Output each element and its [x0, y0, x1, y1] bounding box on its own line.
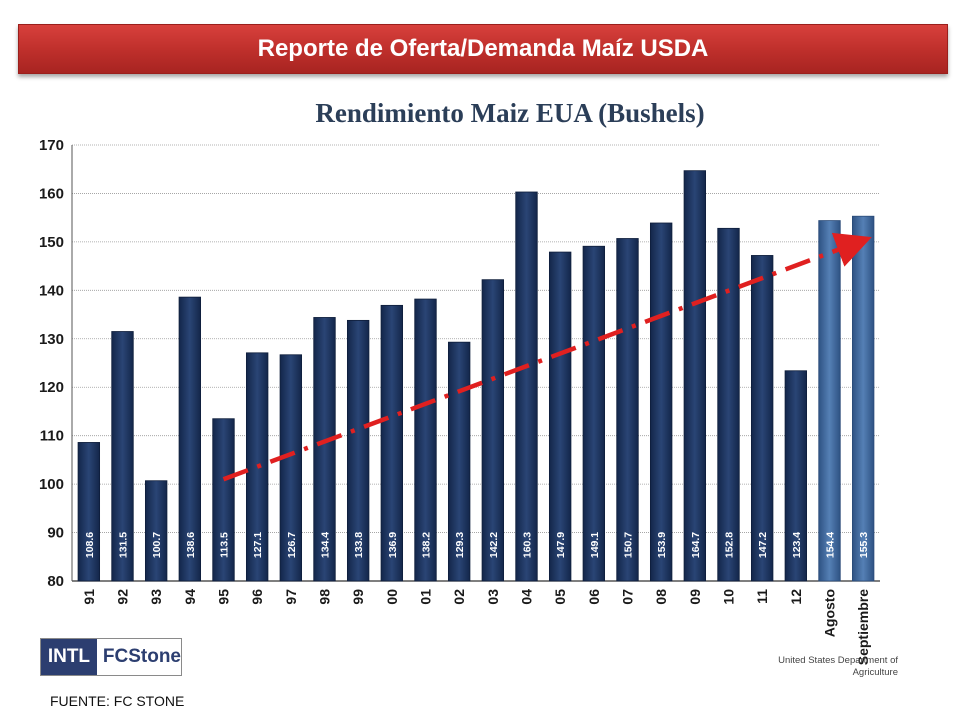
bar-95	[212, 418, 235, 582]
value-label-05: 147.9	[555, 532, 567, 558]
x-tick-label-98: 98	[317, 589, 333, 605]
x-tick-label-95: 95	[216, 589, 232, 605]
x-tick-label-11: 11	[754, 589, 770, 604]
usda-credit: United States Department of Agriculture	[760, 655, 898, 679]
value-label-03: 142.2	[488, 532, 500, 558]
bar-91	[77, 442, 101, 582]
bar-Agosto	[818, 220, 841, 582]
bar-Septiembre	[851, 215, 875, 582]
title-banner: Reporte de Oferta/Demanda Maíz USDA	[18, 24, 948, 74]
value-label-Agosto: 154.4	[825, 532, 837, 558]
intl-fcstone-logo: INTL FCStone	[40, 638, 182, 676]
banner-title: Reporte de Oferta/Demanda Maíz USDA	[257, 35, 709, 62]
usda-line2: Agriculture	[852, 667, 898, 678]
source-note: FUENTE: FC STONE	[50, 693, 185, 709]
x-tick-label-93: 93	[148, 589, 164, 605]
bar-97	[279, 354, 303, 582]
y-tick-label: 100	[39, 476, 64, 493]
y-tick-label: 170	[39, 137, 64, 154]
x-tick-label-00: 00	[384, 589, 400, 605]
x-tick-label-12: 12	[788, 589, 804, 605]
x-tick-label-04: 04	[519, 589, 535, 605]
x-tick-label-06: 06	[586, 589, 602, 605]
x-tick-label-94: 94	[182, 589, 198, 605]
value-label-02: 129.3	[454, 532, 466, 558]
trend-arrow	[222, 232, 872, 482]
bar-99	[346, 319, 370, 582]
value-label-04: 160.3	[522, 532, 534, 558]
bar-98	[313, 317, 336, 582]
bar-04	[515, 191, 538, 582]
bar-01	[414, 298, 437, 582]
value-label-10: 152.8	[724, 532, 736, 558]
value-label-98: 134.4	[320, 532, 332, 558]
y-tick-label: 160	[39, 185, 64, 202]
x-tick-label-09: 09	[687, 589, 703, 605]
value-label-00: 136.9	[387, 532, 399, 558]
bar-06	[582, 245, 606, 582]
y-tick-label: 120	[39, 379, 64, 396]
x-tick-label-99: 99	[350, 589, 366, 605]
y-tick-label: 90	[47, 525, 64, 542]
value-label-09: 164.7	[690, 532, 702, 558]
logo-fcstone-text: FCStone	[102, 646, 181, 667]
value-label-92: 131.5	[118, 532, 130, 558]
bar-93	[144, 480, 168, 582]
x-tick-label-Agosto: Agosto	[822, 589, 838, 637]
bar-10	[717, 227, 740, 582]
x-tick-label-05: 05	[552, 589, 568, 605]
x-tick-label-96: 96	[249, 589, 265, 605]
x-tick-label-97: 97	[283, 589, 299, 605]
value-label-07: 150.7	[623, 532, 635, 558]
x-tick-label-10: 10	[721, 589, 737, 605]
value-label-97: 126.7	[286, 532, 298, 558]
bar-00	[380, 304, 404, 582]
value-label-12: 123.4	[791, 532, 803, 558]
logo-intl-text: INTL	[41, 639, 97, 675]
bar-08	[649, 222, 673, 582]
y-tick-label: 140	[39, 282, 64, 299]
bar-05	[548, 251, 572, 582]
bar-96	[245, 352, 269, 582]
x-tick-label-92: 92	[115, 589, 131, 605]
x-tick-label-Septiembre: Septiembre	[855, 589, 871, 665]
x-tick-label-01: 01	[418, 589, 434, 605]
bar-02	[447, 341, 471, 582]
bar-11	[750, 255, 774, 582]
usda-line1: United States Department of	[778, 655, 898, 666]
y-tick-label: 130	[39, 331, 64, 348]
y-tick-label: 150	[39, 234, 64, 251]
bar-12	[784, 370, 808, 582]
y-tick-label: 80	[47, 573, 64, 590]
value-label-91: 108.6	[84, 532, 96, 558]
bar-94	[178, 296, 202, 582]
value-label-08: 153.9	[656, 532, 668, 558]
x-tick-label-02: 02	[451, 589, 467, 605]
value-label-11: 147.2	[757, 532, 769, 558]
x-tick-label-07: 07	[620, 589, 636, 605]
bar-07	[616, 238, 639, 582]
x-tick-label-08: 08	[653, 589, 669, 605]
value-label-95: 113.5	[219, 532, 231, 558]
value-label-94: 138.6	[185, 532, 197, 558]
bar-92	[111, 331, 134, 582]
bar-09	[683, 170, 707, 582]
x-tick-label-03: 03	[485, 589, 501, 605]
bar-03	[481, 279, 505, 582]
value-label-96: 127.1	[252, 532, 264, 558]
x-tick-label-91: 91	[81, 589, 97, 605]
chart-title: Rendimiento Maiz EUA (Bushels)	[315, 98, 705, 128]
y-tick-label: 110	[40, 428, 64, 445]
value-label-Septiembre: 155.3	[858, 532, 870, 558]
value-label-99: 133.8	[353, 532, 365, 558]
value-label-06: 149.1	[589, 532, 601, 558]
value-label-01: 138.2	[421, 532, 433, 558]
value-label-93: 100.7	[151, 532, 163, 558]
